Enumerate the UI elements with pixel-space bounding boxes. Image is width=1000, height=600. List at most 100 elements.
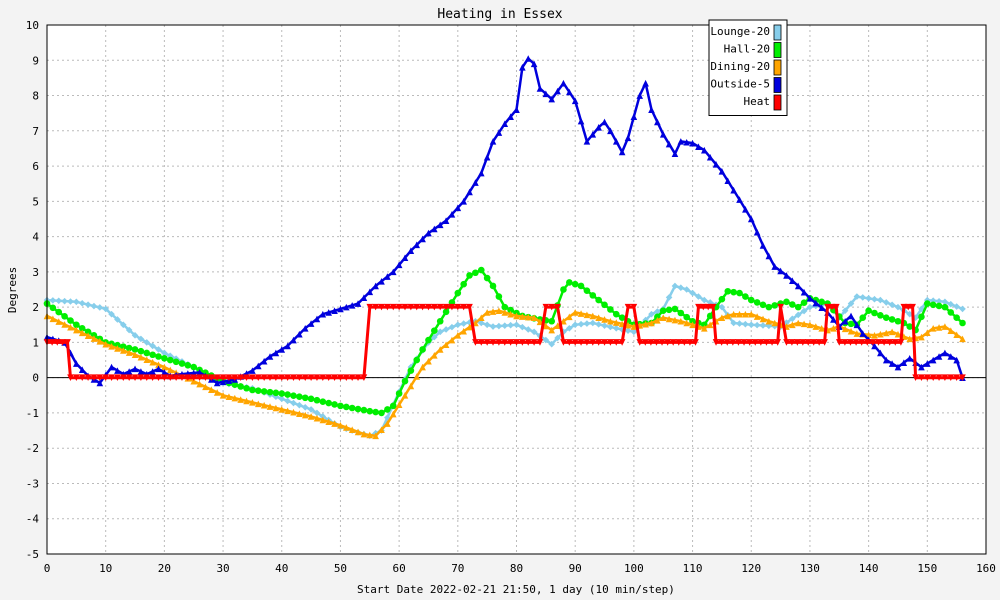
data-point <box>759 242 767 249</box>
data-point <box>225 393 233 401</box>
data-point <box>489 282 497 290</box>
data-point <box>119 374 127 381</box>
data-point <box>953 374 960 381</box>
data-point <box>102 340 109 348</box>
data-point <box>658 339 666 346</box>
data-point <box>489 323 497 330</box>
data-point <box>929 356 937 364</box>
data-point <box>548 95 556 103</box>
data-point <box>507 306 514 314</box>
data-point <box>243 397 250 405</box>
data-point <box>774 339 781 346</box>
data-point <box>436 317 444 325</box>
data-point <box>249 386 256 394</box>
data-point <box>548 317 556 325</box>
data-point <box>389 303 397 311</box>
data-point <box>55 308 63 316</box>
data-point <box>301 403 309 411</box>
data-point <box>571 280 579 288</box>
data-point <box>184 374 192 381</box>
data-point <box>647 339 655 346</box>
data-point <box>906 335 914 343</box>
data-point <box>542 336 550 344</box>
data-point <box>771 319 779 327</box>
legend-swatch <box>773 94 782 111</box>
data-point <box>454 321 462 329</box>
data-point <box>513 321 520 329</box>
data-point <box>723 339 731 346</box>
data-point <box>319 374 327 381</box>
data-point <box>337 421 344 429</box>
data-point <box>225 374 233 381</box>
data-point <box>143 356 151 363</box>
data-point <box>671 150 679 158</box>
data-point <box>67 323 74 331</box>
data-point <box>571 97 579 105</box>
data-point <box>583 339 591 346</box>
data-point <box>554 87 561 95</box>
data-point <box>149 368 156 375</box>
data-point <box>542 90 550 98</box>
data-point <box>548 326 556 334</box>
data-point <box>448 210 456 218</box>
data-point <box>560 286 567 293</box>
data-point <box>237 383 244 390</box>
data-point <box>877 296 884 304</box>
data-point <box>630 323 638 330</box>
data-point <box>477 169 485 177</box>
data-point <box>548 303 556 311</box>
data-point <box>431 352 438 359</box>
data-point <box>806 303 814 311</box>
data-point <box>730 310 737 318</box>
data-point <box>941 298 949 306</box>
data-point <box>683 286 690 293</box>
data-point <box>501 303 509 311</box>
data-point <box>78 324 86 332</box>
data-point <box>624 303 632 311</box>
data-point <box>407 367 415 374</box>
data-point <box>665 140 673 148</box>
data-point <box>407 382 415 390</box>
data-point <box>472 179 479 186</box>
data-point <box>290 374 297 381</box>
data-point <box>763 339 770 346</box>
data-point <box>501 322 509 329</box>
data-point <box>448 303 456 311</box>
data-point <box>853 330 861 337</box>
data-point <box>313 409 321 417</box>
data-point <box>348 404 356 412</box>
x-tick-label: 110 <box>683 562 703 575</box>
data-point <box>325 309 332 316</box>
data-point <box>941 349 949 357</box>
data-point <box>566 279 573 286</box>
data-point <box>296 401 303 409</box>
y-tick-label: -1 <box>26 407 39 420</box>
data-point <box>742 320 749 328</box>
y-tick-label: 2 <box>32 301 39 314</box>
data-point <box>477 266 485 274</box>
data-point <box>372 303 379 311</box>
data-point <box>172 358 180 366</box>
data-point <box>442 217 450 225</box>
data-point <box>607 339 614 346</box>
data-point <box>472 339 479 346</box>
data-point <box>307 395 315 403</box>
data-point <box>55 318 63 325</box>
data-point <box>401 303 409 311</box>
data-point <box>607 317 614 325</box>
data-point <box>654 308 661 315</box>
data-point <box>941 323 949 330</box>
data-point <box>589 312 597 320</box>
data-point <box>530 328 538 336</box>
data-point <box>648 106 655 113</box>
data-point <box>847 327 855 335</box>
data-point <box>589 292 597 299</box>
data-point <box>161 369 168 376</box>
data-point <box>460 303 467 311</box>
data-point <box>653 339 660 346</box>
data-point <box>413 373 421 380</box>
data-point <box>454 289 462 297</box>
x-tick-label: 20 <box>158 562 171 575</box>
data-point <box>325 374 332 381</box>
